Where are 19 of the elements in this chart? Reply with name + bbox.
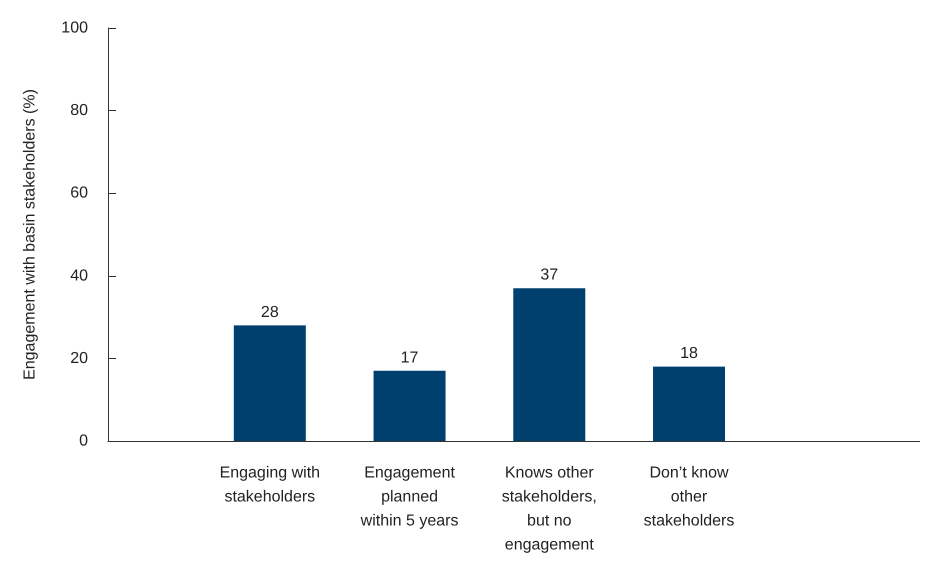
y-tick-label: 80 (70, 102, 88, 120)
x-tick-label: Engaging with stakeholders (220, 464, 320, 506)
y-tick-label: 60 (70, 184, 88, 202)
x-tick-label: Knows other stakeholders, but no engagement (502, 464, 597, 554)
x-tick-label: Engagement planned within 5 years (360, 464, 458, 530)
data-label: 17 (400, 349, 419, 366)
y-tick-label: 40 (70, 267, 88, 284)
y-tick-label: 100 (61, 20, 88, 36)
y-tick-label: 0 (79, 432, 88, 450)
bar (513, 288, 586, 441)
y-axis-title: Engagement with basin stakeholders (%) (22, 89, 38, 380)
data-label: 28 (260, 304, 279, 321)
bar (234, 325, 306, 441)
bar (653, 366, 726, 441)
y-tick-label: 20 (70, 350, 88, 367)
data-label: 18 (680, 345, 698, 362)
data-label: 37 (540, 266, 558, 284)
x-tick-label: Don’t know other stakeholders (644, 464, 734, 530)
bar (374, 370, 446, 441)
